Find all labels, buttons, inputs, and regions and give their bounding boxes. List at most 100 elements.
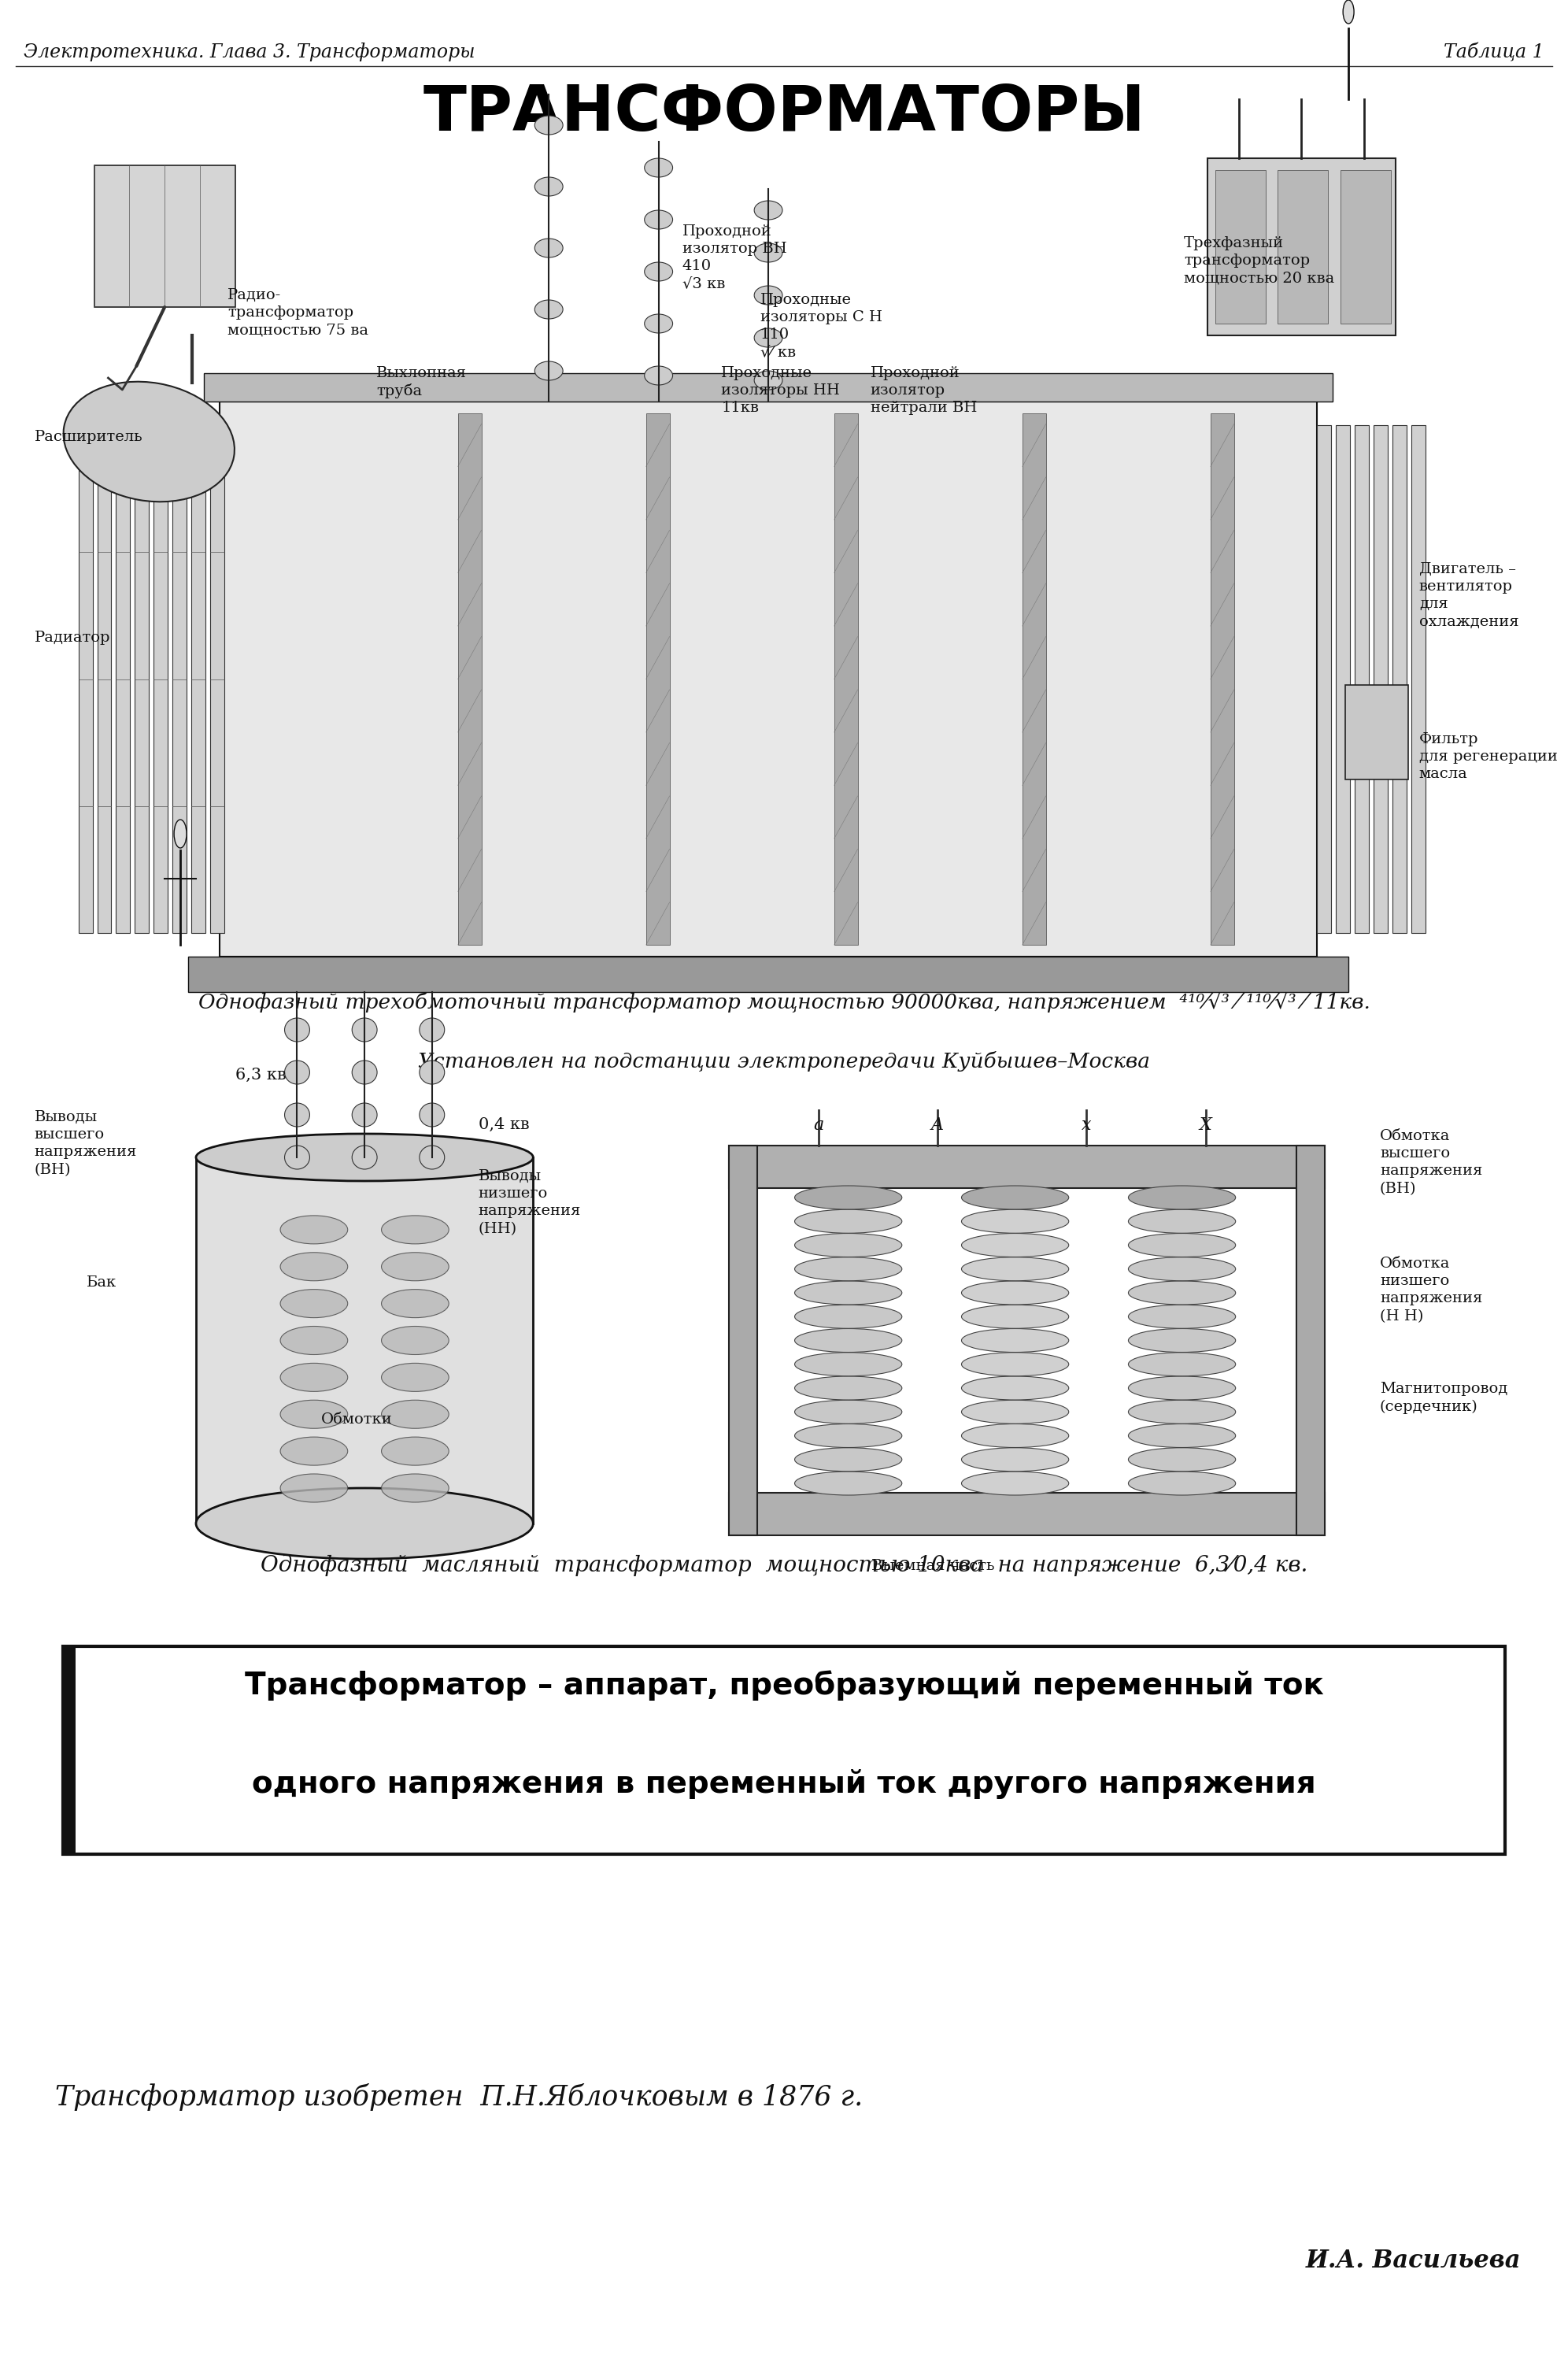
- Text: Однофазный  масляный  трансформатор  мощностью 10ква  на напряжение  6,3⁄0,4 кв.: Однофазный масляный трансформатор мощнос…: [260, 1554, 1308, 1575]
- Bar: [1374, 425, 1388, 933]
- Text: Выемная часть: Выемная часть: [872, 1559, 994, 1573]
- Ellipse shape: [281, 1474, 348, 1502]
- Text: 0,4 кв: 0,4 кв: [478, 1117, 528, 1131]
- Ellipse shape: [535, 300, 563, 319]
- Ellipse shape: [419, 1018, 445, 1042]
- Ellipse shape: [285, 1018, 309, 1042]
- Ellipse shape: [281, 1401, 348, 1429]
- Text: Радиатор: Радиатор: [34, 631, 110, 645]
- Bar: [97, 425, 111, 933]
- Text: Проходные
изоляторы НН
11кв: Проходные изоляторы НН 11кв: [721, 366, 840, 416]
- Ellipse shape: [1129, 1424, 1236, 1448]
- Ellipse shape: [535, 361, 563, 380]
- Bar: [729, 1493, 1325, 1535]
- Ellipse shape: [961, 1304, 1069, 1327]
- Ellipse shape: [351, 1146, 376, 1169]
- Ellipse shape: [381, 1252, 448, 1280]
- Ellipse shape: [281, 1436, 348, 1464]
- Text: a: a: [814, 1117, 823, 1134]
- Text: Выводы
высшего
напряжения
(ВН): Выводы высшего напряжения (ВН): [34, 1110, 136, 1176]
- Text: Выводы
низшего
напряжения
(НН): Выводы низшего напряжения (НН): [478, 1169, 580, 1235]
- Bar: [1022, 413, 1046, 945]
- Text: Таблица 1: Таблица 1: [1444, 43, 1544, 61]
- Ellipse shape: [795, 1280, 902, 1304]
- Bar: [172, 425, 187, 933]
- Ellipse shape: [281, 1363, 348, 1391]
- Ellipse shape: [961, 1280, 1069, 1304]
- Ellipse shape: [961, 1377, 1069, 1401]
- Ellipse shape: [961, 1472, 1069, 1495]
- Ellipse shape: [419, 1061, 445, 1084]
- Ellipse shape: [644, 366, 673, 385]
- Bar: [729, 1146, 1325, 1188]
- Text: Обмотка
низшего
напряжения
(Н Н): Обмотка низшего напряжения (Н Н): [1380, 1257, 1482, 1323]
- Ellipse shape: [795, 1377, 902, 1401]
- Bar: [210, 425, 224, 933]
- Ellipse shape: [1129, 1280, 1236, 1304]
- Ellipse shape: [419, 1103, 445, 1127]
- Text: A: A: [931, 1117, 944, 1134]
- Bar: [154, 425, 168, 933]
- Text: ТРАНСФОРМАТОРЫ: ТРАНСФОРМАТОРЫ: [423, 83, 1145, 144]
- Bar: [63, 1646, 75, 1854]
- Ellipse shape: [795, 1304, 902, 1327]
- Ellipse shape: [381, 1363, 448, 1391]
- Ellipse shape: [961, 1424, 1069, 1448]
- Text: Бак: Бак: [86, 1275, 116, 1290]
- Ellipse shape: [795, 1233, 902, 1257]
- Ellipse shape: [1129, 1472, 1236, 1495]
- Bar: [1355, 425, 1369, 933]
- Bar: [1210, 413, 1234, 945]
- Ellipse shape: [1129, 1186, 1236, 1209]
- Bar: [1411, 425, 1425, 933]
- Ellipse shape: [754, 286, 782, 305]
- Ellipse shape: [795, 1448, 902, 1472]
- Ellipse shape: [419, 1146, 445, 1169]
- Ellipse shape: [1129, 1401, 1236, 1424]
- Text: Проходные
изоляторы С Н
110
√⁄ кв: Проходные изоляторы С Н 110 √⁄ кв: [760, 293, 883, 359]
- Ellipse shape: [281, 1327, 348, 1356]
- Ellipse shape: [1129, 1209, 1236, 1233]
- Ellipse shape: [795, 1209, 902, 1233]
- Ellipse shape: [381, 1401, 448, 1429]
- Bar: [1278, 170, 1328, 324]
- Text: Расширитель: Расширитель: [34, 430, 143, 444]
- Ellipse shape: [644, 210, 673, 229]
- Text: И.А. Васильева: И.А. Васильева: [1306, 2249, 1521, 2272]
- Text: Двигатель –
вентилятор
для
охлаждения: Двигатель – вентилятор для охлаждения: [1419, 562, 1519, 628]
- Ellipse shape: [281, 1252, 348, 1280]
- Ellipse shape: [174, 820, 187, 848]
- Bar: [135, 425, 149, 933]
- Ellipse shape: [381, 1290, 448, 1318]
- Text: Выхлопная
труба: Выхлопная труба: [376, 366, 467, 399]
- Bar: [63, 1646, 1505, 1854]
- Bar: [191, 425, 205, 933]
- Text: Трансформатор изобретен  П.Н.Яблочковым в 1876 г.: Трансформатор изобретен П.Н.Яблочковым в…: [55, 2083, 862, 2112]
- Bar: [834, 413, 858, 945]
- Ellipse shape: [1342, 0, 1355, 24]
- Bar: [1336, 425, 1350, 933]
- Ellipse shape: [795, 1424, 902, 1448]
- Ellipse shape: [285, 1061, 309, 1084]
- Ellipse shape: [795, 1257, 902, 1280]
- Bar: [196, 1157, 533, 1523]
- Ellipse shape: [961, 1209, 1069, 1233]
- Ellipse shape: [754, 243, 782, 262]
- Ellipse shape: [381, 1436, 448, 1464]
- Text: X: X: [1200, 1117, 1212, 1134]
- Ellipse shape: [281, 1290, 348, 1318]
- Ellipse shape: [63, 383, 235, 501]
- Ellipse shape: [285, 1146, 309, 1169]
- Bar: [116, 425, 130, 933]
- Ellipse shape: [795, 1327, 902, 1351]
- Ellipse shape: [351, 1018, 376, 1042]
- Ellipse shape: [961, 1448, 1069, 1472]
- Ellipse shape: [196, 1134, 533, 1181]
- Bar: [94, 165, 235, 307]
- Ellipse shape: [1129, 1353, 1236, 1377]
- Ellipse shape: [961, 1327, 1069, 1351]
- Bar: [220, 402, 1317, 957]
- Ellipse shape: [795, 1472, 902, 1495]
- Bar: [1317, 425, 1331, 933]
- Ellipse shape: [795, 1401, 902, 1424]
